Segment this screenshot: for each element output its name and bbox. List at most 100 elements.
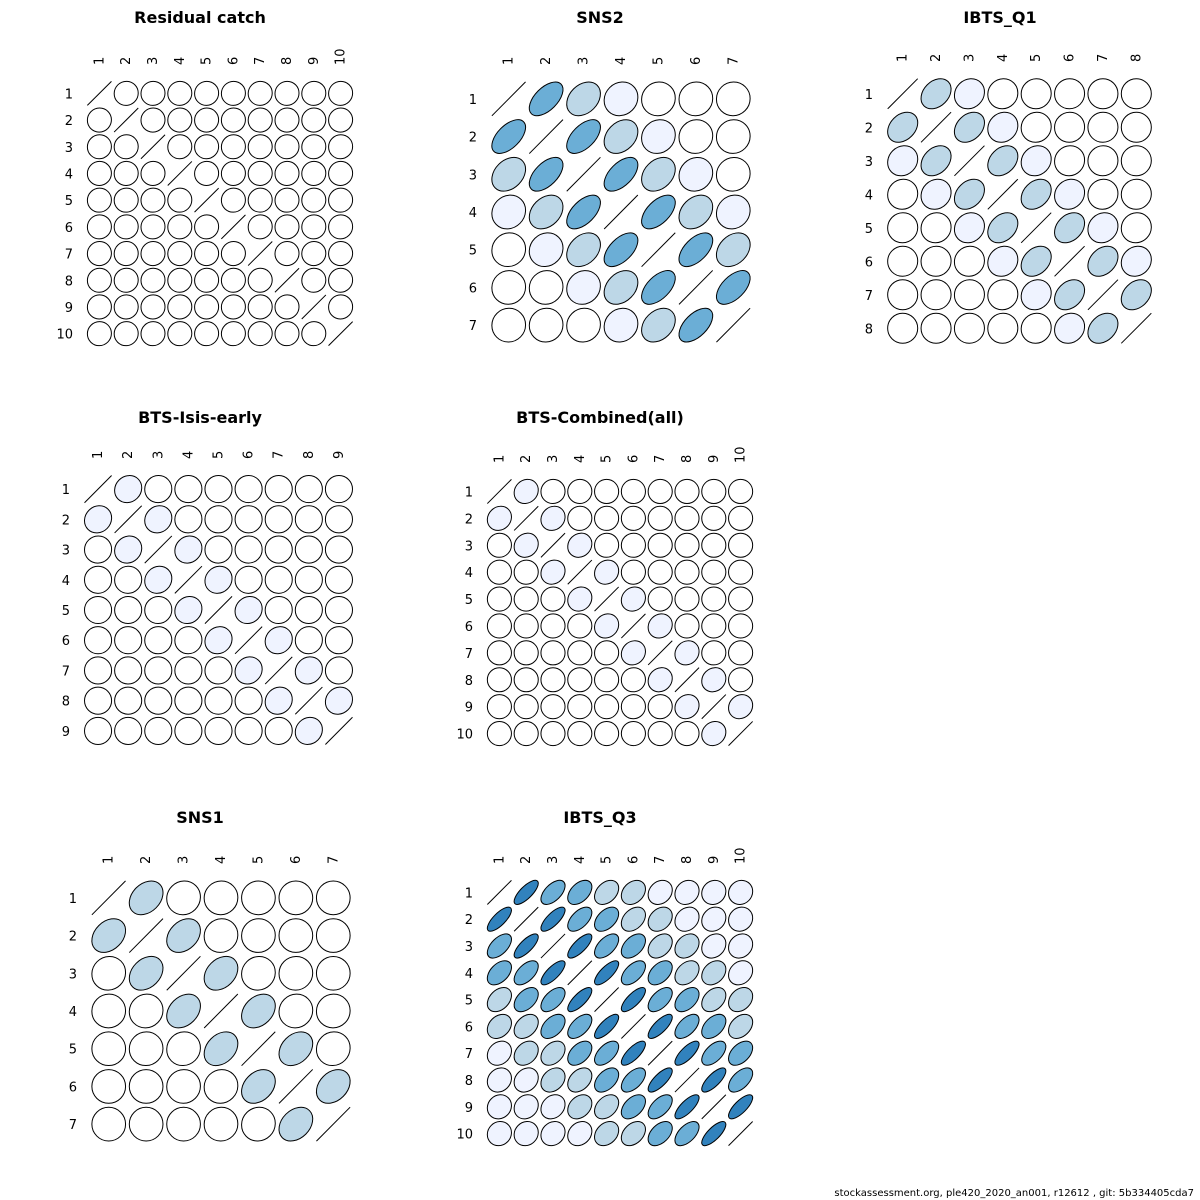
row-tick-label: 3 [865,155,873,170]
corr-ellipse [204,505,233,534]
row-tick-label: 2 [69,930,77,945]
col-tick-label: 5 [600,455,615,463]
diagonal-line [294,686,323,715]
corr-ellipse [114,565,143,594]
diagonal-line [491,81,526,117]
corr-ellipse [1054,111,1086,143]
diagonal-line [264,656,293,685]
corr-ellipse [128,993,164,1029]
corr-ellipse [491,270,527,305]
corr-ellipse [567,640,593,666]
corr-ellipse [294,475,323,504]
corr-ellipse [678,81,714,117]
corr-ellipse [540,987,566,1013]
row-tick-label: 7 [865,289,873,304]
corr-ellipse [241,955,276,991]
diagonal-line [954,145,985,177]
corr-ellipse [264,535,293,564]
corr-ellipse [513,933,539,959]
diagonal-line [620,1013,646,1039]
corr-ellipse [486,1067,512,1093]
corr-ellipse [513,559,539,585]
corr-ellipse [620,478,646,505]
corr-ellipse [167,134,193,160]
corr-ellipse [301,214,327,240]
diagonal-line [567,960,593,986]
corr-ellipse [203,955,239,991]
corr-ellipse [701,1121,727,1147]
corr-ellipse [953,212,985,244]
corr-panel-7: IBTS_Q3 1 2 3 4 5 6 7 8 9 10 1 2 3 4 5 6 7 8 9 10 [456,808,754,1147]
corr-ellipse [203,918,239,953]
corr-ellipse [647,586,673,612]
col-tick-label: 2 [119,57,134,65]
corr-ellipse [203,880,239,916]
col-tick-label: 4 [173,57,188,65]
corr-ellipse [234,656,263,685]
corr-ellipse [144,626,173,655]
corr-ellipse [274,214,300,240]
corr-ellipse [987,212,1019,244]
row-tick-label: 7 [465,1047,473,1062]
row-tick-label: 2 [465,913,473,928]
diagonal-line [247,241,273,266]
corr-ellipse [220,134,246,160]
corr-ellipse [728,987,754,1013]
corr-ellipse [486,694,512,720]
corr-ellipse [513,720,539,747]
corr-ellipse [113,134,139,160]
col-tick-label: 2 [519,856,534,864]
corr-ellipse [540,559,566,585]
row-tick-label: 1 [62,483,70,498]
corr-ellipse [540,1121,566,1147]
corr-ellipse [84,716,113,745]
corr-ellipse [567,1040,593,1066]
corr-ellipse [247,267,273,293]
corr-ellipse [264,475,293,504]
corr-ellipse [220,80,246,106]
corr-ellipse [128,955,164,991]
corr-ellipse [728,586,754,612]
corr-ellipse [987,245,1019,277]
corr-ellipse [174,535,203,564]
col-tick-label: 1 [896,54,911,62]
corr-ellipse [486,559,512,585]
diagonal-line [678,270,714,305]
row-tick-label: 6 [469,281,477,296]
corr-ellipse [128,1069,164,1104]
corr-ellipse [674,720,700,747]
corr-ellipse [728,933,754,959]
diagonal-line [203,993,239,1029]
corr-ellipse [566,307,601,343]
corr-ellipse [220,160,246,186]
corr-ellipse [728,667,754,693]
corr-ellipse [678,156,714,192]
corr-ellipse [678,194,714,230]
corr-ellipse [1120,145,1152,177]
corr-ellipse [620,694,646,720]
corr-ellipse [241,880,276,916]
col-tick-label: 3 [546,856,561,864]
corr-ellipse [513,532,539,558]
corr-ellipse [678,232,714,268]
corr-ellipse [241,1106,276,1142]
corr-ellipse [1054,312,1086,344]
corr-ellipse [701,1013,727,1039]
col-tick-label: 3 [577,57,592,65]
corr-ellipse [594,505,620,531]
corr-ellipse [647,694,673,720]
corr-ellipse [274,107,300,133]
col-tick-label: 3 [546,455,561,463]
row-tick-label: 3 [469,168,477,183]
corr-ellipse [701,987,727,1013]
row-tick-label: 8 [465,674,473,689]
row-tick-label: 1 [465,485,473,500]
row-tick-label: 7 [465,647,473,662]
col-tick-label: 6 [242,451,257,459]
corr-ellipse [113,160,139,186]
diagonal-line [920,111,952,143]
corr-ellipse [641,81,676,117]
col-tick-label: 7 [253,57,268,65]
corr-panel-6: SNS1 1 2 3 4 5 6 7 1 2 3 4 5 6 7 [69,808,351,1142]
